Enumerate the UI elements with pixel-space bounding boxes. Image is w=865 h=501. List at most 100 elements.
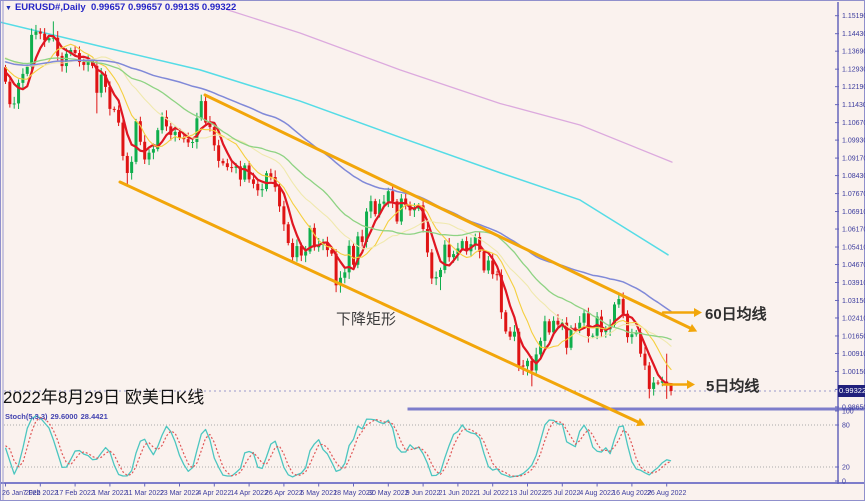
panel-divider [407, 407, 865, 411]
candle-up [34, 31, 38, 35]
candle-up [195, 118, 199, 143]
candle-up [156, 130, 160, 150]
candle-up [160, 116, 164, 131]
candle-down [404, 198, 408, 205]
candle-up [30, 34, 34, 67]
candle-up [660, 381, 664, 383]
date-tick-label: 11 Mar 2022 [125, 490, 164, 497]
candle-up [473, 237, 477, 245]
candle-up [86, 60, 90, 65]
candle-down [108, 86, 112, 109]
price-tick-label: 1.09170 [842, 156, 865, 163]
candle-up [382, 201, 386, 204]
candle-down [238, 166, 242, 180]
stoch-tick-label: 100 [842, 409, 854, 416]
candle-up [630, 334, 634, 338]
time-axis-line [0, 482, 865, 484]
candle-up [582, 313, 586, 323]
MA30-line [4, 57, 672, 341]
candle-up [356, 236, 360, 265]
candle-down [38, 31, 42, 34]
price-tick-label: 1.01650 [842, 333, 865, 340]
candle-down [121, 122, 125, 156]
price-tick-label: 1.14430 [842, 31, 865, 38]
candle-down [639, 332, 643, 354]
candle-up [378, 203, 382, 215]
price-tick-label: 1.11430 [842, 102, 865, 109]
chart-title: ▼ EURUSD#,Daily 0.99657 0.99657 0.99135 0… [5, 2, 236, 13]
candle-up [569, 327, 573, 348]
upper-channel-line [203, 93, 692, 330]
candle-up [17, 82, 21, 104]
date-tick-label: 1 Jul 2022 [477, 490, 509, 497]
candle-down [256, 183, 260, 191]
candle-up [243, 165, 247, 180]
price-tick-label: 1.15190 [842, 13, 865, 20]
candle-down [334, 253, 338, 286]
candle-up [199, 101, 203, 119]
candle-down [621, 299, 625, 314]
candle-up [173, 131, 177, 135]
candle-down [164, 116, 168, 127]
candle-down [360, 236, 364, 243]
trendlines-layer[interactable] [118, 93, 702, 427]
candle-down [395, 201, 399, 222]
candle-down [225, 163, 229, 168]
candle-down [269, 173, 273, 178]
candle-up [265, 173, 268, 190]
candle-up [539, 340, 543, 355]
current-price-badge: 0.99322 [838, 385, 865, 397]
price-tick-label: 1.00910 [842, 351, 865, 358]
candle-down [547, 321, 551, 333]
candle-down [508, 331, 512, 337]
stoch-tick-label: 80 [842, 423, 850, 430]
annotation-descending-rectangle: 下降矩形 [336, 311, 397, 328]
date-tick-label: 25 Jul 2022 [544, 490, 580, 497]
candle-down [482, 251, 486, 271]
candle-up [191, 142, 195, 144]
date-tick-label: 26 Aug 2022 [647, 490, 686, 497]
candle-up [613, 304, 616, 325]
candle-down [626, 313, 630, 338]
candle-down [138, 121, 142, 142]
candle-up [526, 360, 529, 367]
date-tick-label: 18 May 2022 [333, 490, 374, 497]
candle-up [343, 272, 347, 278]
candle-up [295, 246, 299, 258]
candle-down [643, 353, 647, 366]
long-ma-curves [0, 9, 673, 256]
candle-down [530, 360, 534, 371]
candle-up [486, 260, 490, 271]
candle-up [452, 254, 456, 258]
candle-down [178, 131, 181, 138]
stoch-tick-label: 20 [842, 465, 850, 472]
date-tick-label: 23 Mar 2022 [160, 490, 199, 497]
candle-down [212, 127, 216, 146]
candle-down [251, 179, 255, 184]
date-tick-label: 14 Apr 2022 [230, 490, 268, 497]
candle-down [230, 167, 234, 169]
stoch-layer [4, 415, 672, 478]
candle-up [130, 161, 134, 173]
annotation-ma5: 5日均线 [706, 378, 760, 395]
dropdown-icon[interactable]: ▼ [5, 5, 12, 12]
candle-up [151, 149, 155, 153]
candle-up [439, 269, 442, 278]
stoch-scale-labels[interactable]: 100 80 20 0 [835, 409, 854, 486]
date-tick-label: 26 Apr 2022 [265, 490, 303, 497]
candle-down [186, 139, 190, 143]
price-tick-label: 1.04670 [842, 262, 865, 269]
candle-up [460, 241, 464, 249]
date-tick-label: 9 Jun 2022 [406, 490, 441, 497]
candle-down [669, 383, 673, 392]
candle-up [260, 189, 264, 191]
candle-up [304, 251, 308, 256]
price-tick-label: 1.03910 [842, 280, 865, 287]
candle-down [286, 224, 290, 243]
candle-down [95, 65, 99, 93]
candle-down [565, 322, 569, 348]
candle-down [217, 145, 221, 161]
